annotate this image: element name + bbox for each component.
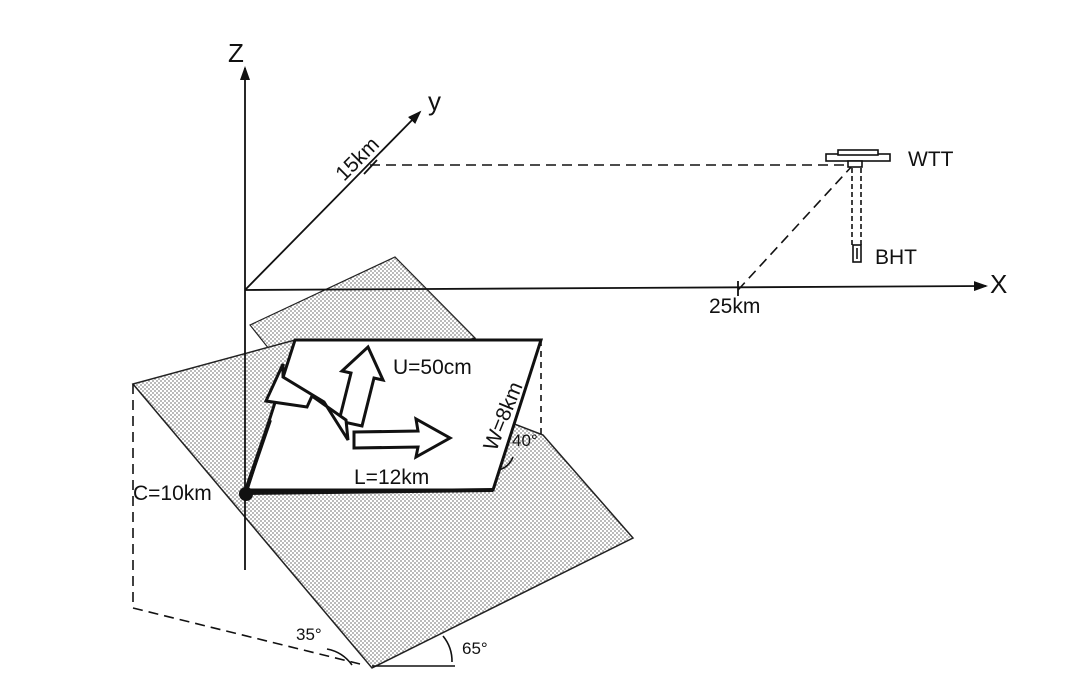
slip-arrow-dip xyxy=(337,344,386,428)
slip-label: U=50cm xyxy=(393,356,472,379)
dip-angle-label: 35° xyxy=(296,625,322,644)
slip-arrow-oblique xyxy=(263,363,350,441)
x-tick-label: 25km xyxy=(709,295,760,318)
bht-borehole-icon xyxy=(851,168,862,263)
strike-angle-label: 65° xyxy=(462,639,488,658)
z-axis-label: Z xyxy=(228,38,244,68)
x-axis xyxy=(244,281,988,296)
wtt-tiltmeter-icon xyxy=(825,149,891,168)
wtt-label: WTT xyxy=(908,148,954,171)
length-label: L=12km xyxy=(354,466,429,489)
depth-line xyxy=(243,419,494,495)
y-axis-label: y xyxy=(428,86,441,116)
x-axis-label: X xyxy=(990,269,1007,299)
bht-label: BHT xyxy=(875,246,917,269)
strike-arc xyxy=(442,635,453,663)
y-tick-mark xyxy=(363,159,378,175)
rake-angle-label: 40° xyxy=(512,431,538,450)
depth-label: C=10km xyxy=(133,482,212,505)
y-tick-label: 15km xyxy=(331,133,384,186)
dip-arc xyxy=(326,648,353,666)
y-axis xyxy=(244,110,422,291)
angle-arcs xyxy=(326,456,514,667)
hypocenter-point xyxy=(239,487,253,501)
dashed-projection-lines xyxy=(132,164,854,665)
rake-arc xyxy=(498,456,514,471)
slip-arrow-strike xyxy=(352,416,454,460)
